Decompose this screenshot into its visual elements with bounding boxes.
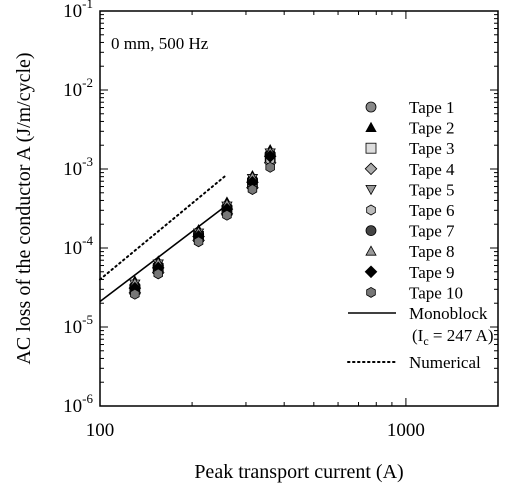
tape-10-point: [130, 288, 140, 300]
legend-monoblock-label: Monoblock: [409, 304, 488, 323]
axes: 100 1000 10-6 10-5 10-4 10-3 10-2 10-1 Peak tran…: [13, 0, 499, 483]
legend-label-9: Tape 9: [409, 263, 455, 282]
tape-10-point: [247, 184, 258, 195]
y-tick-label: 10-2: [63, 75, 93, 101]
legend-marker-6: [366, 204, 376, 216]
legend-label-4: Tape 4: [409, 160, 455, 179]
legend-label-10: Tape 10: [409, 283, 463, 302]
y-tick-label: 10-1: [63, 0, 93, 22]
legend-marker-2: [365, 121, 377, 133]
plot-area: [99, 173, 228, 303]
legend-marker-7: [365, 225, 377, 237]
legend-marker-10: [366, 286, 376, 298]
legend-label-3: Tape 3: [409, 139, 455, 158]
monoblock-line: [99, 204, 228, 303]
y-axis-label: AC loss of the conductor A (J/m/cycle): [13, 52, 35, 364]
legend-label-6: Tape 6: [409, 201, 455, 220]
y-tick-label: 10-6: [63, 391, 93, 417]
y-tick-label: 10-4: [63, 233, 93, 259]
legend-marker-9: [364, 265, 378, 279]
condition-annotation: 0 mm, 500 Hz: [111, 34, 209, 53]
legend-marker-5: [365, 184, 377, 196]
legend-marker-1: [365, 101, 377, 113]
y-tick-label: 10-5: [63, 312, 93, 338]
tape-10-point: [193, 236, 204, 248]
x-tick-label: 100: [86, 420, 115, 441]
legend-label-5: Tape 5: [409, 180, 455, 199]
legend-label-8: Tape 8: [409, 242, 455, 261]
plot-frame: [99, 10, 499, 407]
tape-10-point: [153, 268, 163, 280]
y-tick-label: 10-3: [63, 154, 93, 180]
legend-marker-3: [365, 142, 377, 154]
legend-numerical-label: Numerical: [409, 353, 481, 372]
x-tick-label: 1000: [387, 420, 425, 441]
legend-label-7: Tape 7: [409, 222, 455, 241]
legend-marker-8: [365, 245, 377, 256]
legend-label-1: Tape 1: [409, 98, 455, 117]
legend-marker-4: [364, 162, 378, 176]
legend-label-2: Tape 2: [409, 119, 455, 138]
legend-monoblock-note: (Ic = 247 A): [412, 326, 494, 348]
numerical-line: [99, 173, 228, 281]
tape-10-point: [222, 209, 232, 221]
tape-10-point: [265, 161, 275, 173]
data-markers: [128, 143, 277, 300]
x-axis-label: Peak transport current (A): [194, 461, 403, 483]
